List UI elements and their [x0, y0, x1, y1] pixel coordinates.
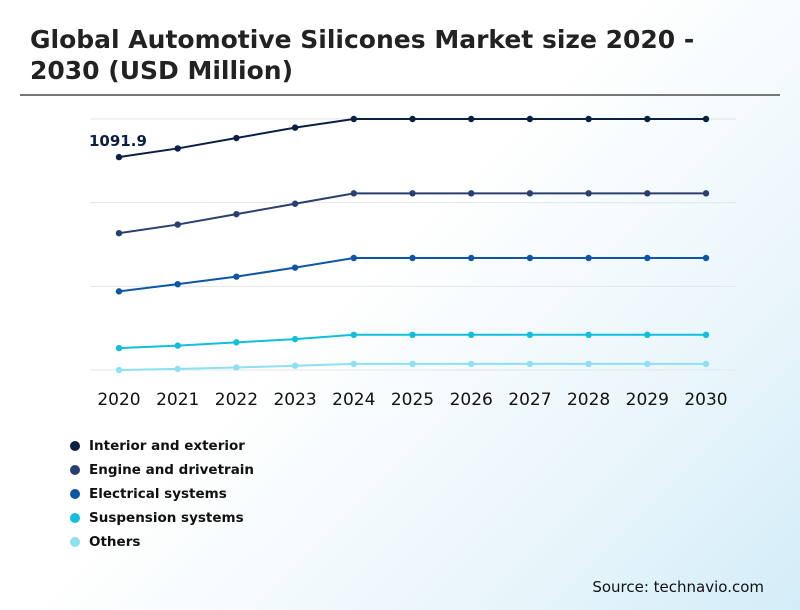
legend-item: Others — [70, 530, 254, 554]
data-point — [409, 360, 416, 368]
data-point — [233, 339, 240, 346]
x-tick-label: 2024 — [332, 390, 375, 410]
data-point — [350, 115, 357, 123]
data-point — [291, 335, 299, 343]
legend-label: Suspension systems — [89, 510, 244, 526]
legend-marker-icon — [70, 441, 80, 451]
x-tick-label: 2027 — [508, 390, 551, 410]
data-point — [350, 254, 357, 262]
data-point — [468, 360, 475, 368]
data-point — [291, 124, 299, 131]
data-point — [526, 254, 534, 262]
data-point — [585, 115, 592, 123]
data-point — [526, 190, 534, 197]
legend-item: Suspension systems — [70, 506, 254, 530]
data-point — [174, 145, 181, 152]
data-point — [702, 254, 710, 262]
data-point — [409, 115, 416, 123]
data-point — [174, 280, 181, 288]
data-point — [526, 360, 534, 368]
data-point — [115, 229, 123, 237]
x-tick-label: 2029 — [626, 390, 669, 410]
line-chart: 1091.9 2020 2021 2022 2023 2024 2025 2026 2027 2… — [89, 115, 736, 410]
chart-legend: Interior and exterior Engine and drivetra… — [70, 434, 254, 554]
data-point — [174, 365, 181, 373]
series-others — [115, 360, 710, 374]
data-point — [174, 221, 181, 228]
x-tick-label: 2028 — [567, 390, 610, 410]
data-point — [644, 254, 651, 262]
data-point — [291, 200, 299, 207]
data-point — [468, 254, 475, 262]
data-label: 1091.9 — [89, 132, 147, 150]
data-point — [585, 331, 592, 339]
legend-marker-icon — [70, 513, 80, 523]
x-axis-ticks: 2020 2021 2022 2023 2024 2025 2026 2027 2028 2029… — [97, 390, 727, 410]
data-point — [468, 331, 475, 339]
x-tick-label: 2021 — [156, 390, 199, 410]
data-point — [233, 134, 240, 142]
data-point — [702, 360, 710, 368]
series-engine-and-drivetrain — [115, 190, 710, 237]
data-point — [115, 288, 123, 295]
data-point — [644, 360, 651, 368]
data-point — [291, 362, 299, 369]
x-tick-label: 2020 — [97, 390, 140, 410]
x-tick-label: 2025 — [391, 390, 434, 410]
data-point — [233, 273, 240, 280]
title-divider — [20, 94, 780, 96]
data-point — [644, 190, 651, 197]
data-point — [115, 153, 123, 161]
data-point — [115, 366, 123, 374]
legend-item: Electrical systems — [70, 482, 254, 506]
legend-label: Interior and exterior — [89, 438, 245, 454]
legend-marker-icon — [70, 537, 80, 547]
source-credit: Source: technavio.com — [592, 578, 764, 596]
series-line — [118, 118, 706, 159]
legend-label: Engine and drivetrain — [89, 462, 255, 478]
data-point — [468, 115, 475, 123]
data-point — [585, 254, 592, 262]
legend-label: Electrical systems — [89, 486, 227, 502]
data-labels: 1091.9 — [89, 132, 147, 150]
data-point — [350, 331, 357, 339]
legend-marker-icon — [70, 489, 80, 499]
x-tick-label: 2023 — [273, 390, 316, 410]
data-point — [468, 190, 475, 197]
data-point — [702, 190, 710, 197]
data-point — [233, 210, 240, 218]
data-point — [409, 190, 416, 197]
data-point — [585, 360, 592, 368]
data-point — [409, 331, 416, 339]
series-lines — [115, 115, 710, 374]
data-point — [644, 115, 651, 123]
x-tick-label: 2022 — [215, 390, 258, 410]
data-point — [350, 190, 357, 197]
data-point — [174, 342, 181, 349]
data-point — [702, 115, 710, 123]
data-point — [702, 331, 710, 339]
legend-label: Others — [89, 534, 141, 550]
chart-title: Global Automotive Silicones Market size … — [30, 25, 695, 85]
data-point — [350, 360, 357, 368]
legend-item: Engine and drivetrain — [70, 458, 254, 482]
data-point — [409, 254, 416, 262]
data-point — [233, 364, 240, 371]
x-tick-label: 2026 — [450, 390, 493, 410]
legend-marker-icon — [70, 465, 80, 475]
data-point — [115, 344, 123, 352]
data-point — [526, 331, 534, 339]
x-tick-label: 2030 — [684, 390, 727, 410]
series-interior-and-exterior — [115, 115, 710, 161]
data-point — [291, 264, 299, 271]
series-line — [118, 192, 706, 235]
data-point — [585, 190, 592, 197]
series-suspension-systems — [115, 331, 710, 352]
data-point — [644, 331, 651, 339]
data-point — [526, 115, 534, 123]
legend-item: Interior and exterior — [70, 434, 254, 458]
series-electrical-systems — [115, 254, 710, 295]
